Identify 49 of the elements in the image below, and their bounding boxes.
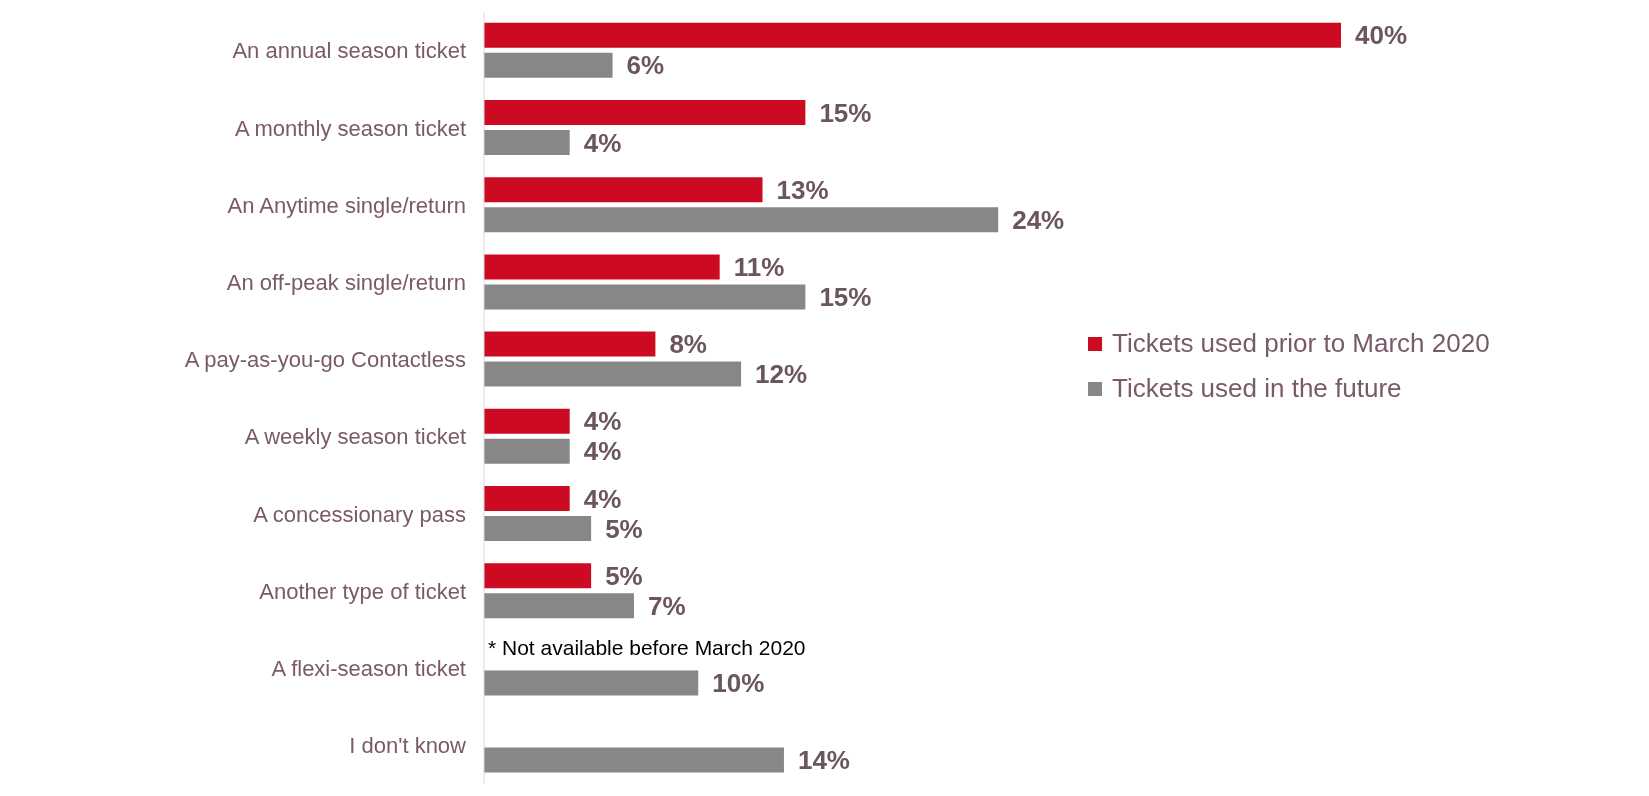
y-tick-label: An annual season ticket [232, 38, 466, 64]
data-label: 6% [626, 50, 665, 81]
data-label: 4% [583, 483, 622, 514]
bar [484, 284, 806, 310]
data-label: 5% [605, 560, 643, 591]
legend-label: Tickets used prior to March 2020 [1112, 328, 1490, 359]
y-tick-label: An Anytime single/return [227, 192, 466, 218]
data-label: 4% [583, 436, 622, 467]
data-label: 10% [712, 667, 765, 698]
data-label: 15% [819, 281, 872, 312]
y-tick-label: A concessionary pass [253, 501, 466, 527]
data-label: 4% [583, 406, 622, 437]
y-tick-label: Another type of ticket [259, 578, 466, 604]
y-tick-label: A monthly season ticket [234, 115, 466, 141]
bar [484, 100, 806, 126]
bar [484, 361, 742, 387]
data-label: 15% [819, 97, 872, 128]
y-tick-label: I don't know [349, 733, 467, 759]
bar [484, 593, 634, 619]
bar [484, 177, 763, 203]
bar [484, 747, 784, 773]
bar [484, 52, 613, 78]
legend-label: Tickets used in the future [1112, 373, 1402, 404]
bar [484, 207, 999, 233]
data-label: 24% [1012, 204, 1065, 235]
data-label: 14% [797, 745, 850, 776]
bar [484, 486, 570, 512]
data-label: 11% [733, 251, 785, 282]
data-label: 40% [1355, 20, 1408, 51]
data-label: 5% [605, 513, 643, 544]
bar [484, 22, 1341, 48]
data-label: 13% [776, 174, 829, 205]
y-tick-label: A weekly season ticket [244, 424, 466, 450]
bar [484, 563, 592, 589]
bar [484, 516, 592, 542]
annotation: * Not available before March 2020 [488, 635, 806, 660]
bar [484, 438, 570, 464]
bar [484, 331, 656, 357]
y-tick-label: A flexi-season ticket [271, 656, 466, 682]
data-label: 7% [647, 590, 686, 621]
bar [484, 130, 570, 156]
bar [484, 670, 699, 696]
y-tick-label: A pay-as-you-go Contactless [184, 347, 466, 373]
data-label: 12% [755, 359, 808, 390]
bar [484, 408, 570, 434]
y-tick-label: An off-peak single/return [226, 270, 466, 296]
bar [484, 254, 720, 280]
data-label: 8% [669, 329, 707, 360]
data-label: 4% [583, 127, 622, 158]
